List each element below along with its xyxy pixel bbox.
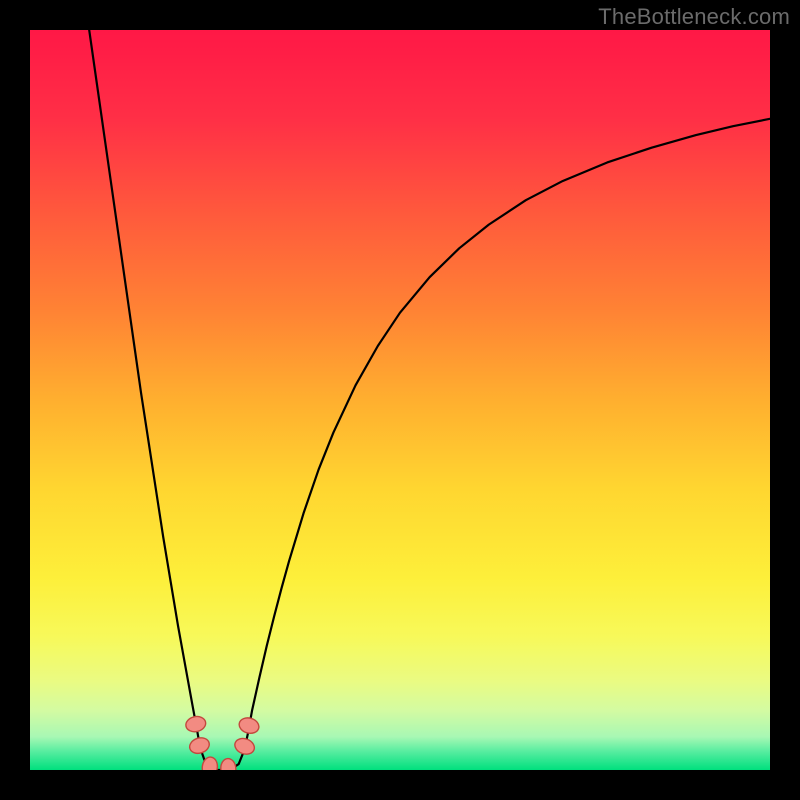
- plot-svg: [30, 30, 770, 770]
- plot-area: [30, 30, 770, 770]
- watermark-text: TheBottleneck.com: [598, 4, 790, 30]
- chart-frame: TheBottleneck.com: [0, 0, 800, 800]
- plot-background: [30, 30, 770, 770]
